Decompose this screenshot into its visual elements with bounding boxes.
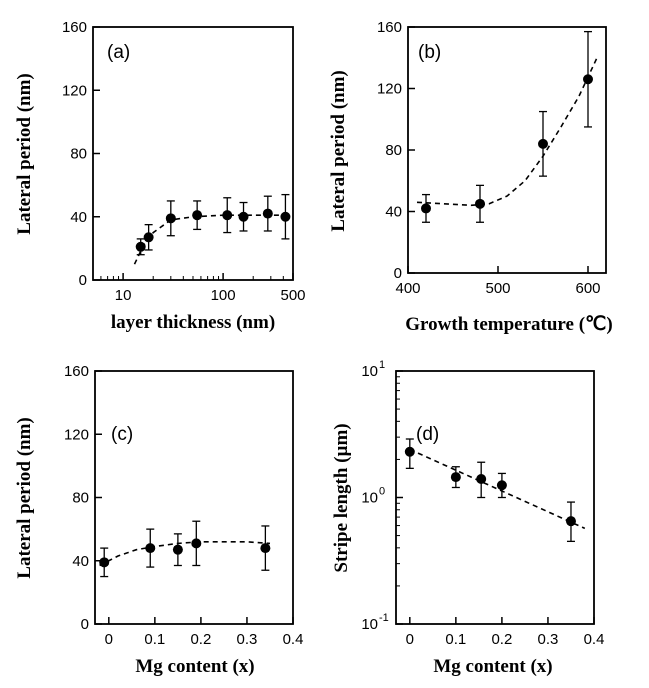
x-tick-label-c: 0: [105, 631, 113, 648]
y-tick-exponent-d: -1: [379, 612, 389, 624]
x-tick-label-d: 0.2: [491, 631, 512, 648]
panel-a: 10 100 500 0 40 80 120 160 (a) layer thickness …: [14, 19, 306, 333]
axes-c: 0 0.1 0.2 0.3 0.4 0 40 80 120 160: [64, 363, 303, 648]
data-point-b: [421, 203, 431, 214]
plot-frame-a: [92, 26, 294, 281]
y-tick-label-b: 0: [394, 265, 402, 282]
fit-curve-d: [409, 448, 586, 530]
x-tick-label-b: 500: [485, 280, 510, 297]
panel-label-c: (c): [111, 424, 133, 445]
data-point-a: [222, 210, 233, 221]
y-axis-label-d: Stripe length (µm): [331, 423, 352, 572]
y-axis-label-a: Lateral period (nm): [14, 73, 35, 234]
data-point-d: [496, 480, 507, 491]
x-tick-label-c: 0.1: [144, 631, 165, 648]
x-axis-label-d: Mg content (x): [433, 656, 552, 677]
y-tick-label-d: 10: [361, 616, 378, 633]
y-tick-exponent-d: 0: [379, 486, 385, 498]
plot-frame-b: [407, 26, 607, 274]
fit-curve-a: [133, 214, 289, 265]
x-tick-label-d: 0: [406, 631, 414, 648]
plot-frame-d: [395, 370, 595, 625]
data-point-c: [260, 543, 271, 554]
y-tick-label-a: 120: [62, 82, 87, 99]
data-point-a: [262, 208, 273, 219]
x-tick-label-a: 10: [115, 287, 132, 304]
panel-b: 400 500 600 0 40 80 120 160 (b) Growth temperat…: [328, 19, 613, 335]
y-tick-label-c: 160: [64, 363, 89, 380]
panel-label-b: (b): [418, 42, 441, 63]
plot-frame-c: [94, 370, 294, 625]
y-tick-label-c: 0: [81, 616, 89, 633]
y-axis-label-b: Lateral period (nm): [328, 70, 349, 231]
data-point-d: [476, 474, 487, 485]
data-point-a: [192, 210, 203, 221]
panel-label-a: (a): [107, 42, 130, 63]
y-tick-label-a: 40: [70, 209, 87, 226]
marks-b: [416, 30, 598, 223]
data-point-b: [538, 138, 548, 149]
x-tick-label-c: 0.2: [190, 631, 211, 648]
x-tick-label-d: 0.4: [584, 631, 605, 648]
y-tick-label-d: 10: [361, 490, 378, 507]
y-tick-label-b: 40: [385, 204, 402, 221]
y-tick-label-d: 10: [361, 363, 378, 380]
y-tick-label-a: 160: [62, 19, 87, 36]
x-tick-label-d: 0.1: [445, 631, 466, 648]
axes-a: 10 100 500 0 40 80 120 160: [62, 19, 306, 304]
data-point-a: [238, 211, 249, 222]
data-point-c: [172, 544, 183, 555]
panel-label-d: (d): [416, 424, 439, 445]
data-point-d: [404, 446, 415, 457]
marks-c: [99, 520, 271, 578]
x-tick-label-c: 0.4: [283, 631, 304, 648]
x-tick-label-c: 0.3: [237, 631, 258, 648]
marks-d: [404, 438, 586, 543]
y-tick-label-c: 40: [72, 553, 89, 570]
y-tick-label-b: 80: [385, 142, 402, 159]
y-tick-label-c: 120: [64, 426, 89, 443]
y-tick-label-a: 0: [79, 272, 87, 289]
x-tick-label-a: 100: [211, 287, 236, 304]
data-point-b: [583, 74, 593, 85]
data-point-c: [191, 538, 202, 549]
y-tick-label-a: 80: [70, 146, 87, 163]
data-point-a: [165, 213, 176, 224]
fit-curve-c: [99, 541, 271, 567]
y-tick-label-b: 120: [377, 81, 402, 98]
x-tick-label-b: 600: [575, 280, 600, 297]
y-tick-exponent-d: 1: [379, 359, 385, 371]
data-point-a: [135, 241, 146, 252]
marks-a: [133, 193, 291, 265]
data-point-b: [475, 198, 485, 209]
y-axis-label-c: Lateral period (nm): [14, 417, 35, 578]
data-point-c: [145, 543, 156, 554]
x-axis-label-a: layer thickness (nm): [111, 312, 275, 333]
data-point-a: [143, 232, 154, 243]
y-tick-label-c: 80: [72, 490, 89, 507]
data-point-a: [280, 211, 291, 222]
data-point-c: [99, 557, 110, 568]
data-point-d: [565, 516, 576, 527]
x-tick-label-b: 400: [395, 280, 420, 297]
data-point-d: [450, 472, 461, 483]
axes-b: 400 500 600 0 40 80 120 160: [377, 19, 601, 297]
y-tick-label-b: 160: [377, 19, 402, 36]
x-tick-label-d: 0.3: [538, 631, 559, 648]
x-axis-label-b: Growth temperature (℃): [405, 314, 612, 335]
panel-c: 0 0.1 0.2 0.3 0.4 0 40 80 120 160 (c) Mg content …: [14, 363, 303, 677]
x-tick-label-a: 500: [280, 287, 305, 304]
fit-curve-b: [416, 57, 598, 207]
x-axis-label-c: Mg content (x): [135, 656, 254, 677]
